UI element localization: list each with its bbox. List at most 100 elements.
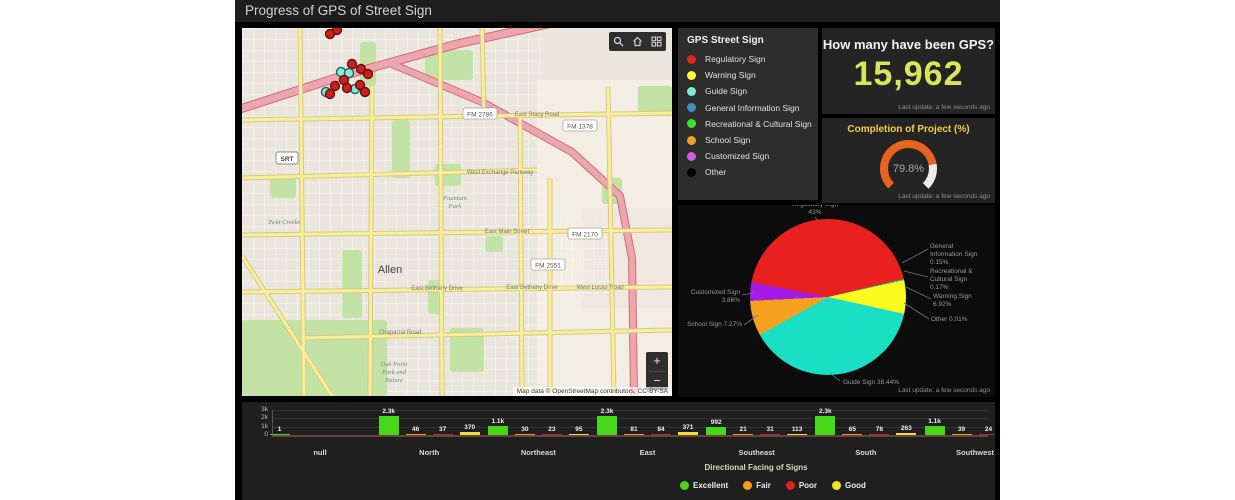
y-axis-tick: 0: [264, 431, 268, 438]
bar[interactable]: [924, 426, 945, 435]
y-axis-tick: 1k: [261, 422, 268, 430]
bar[interactable]: [541, 434, 562, 435]
bar-slot: 113: [787, 410, 808, 435]
bar-slot: 1.1k: [487, 410, 508, 435]
map-road: [438, 28, 444, 396]
place-label: Fountain: [442, 195, 467, 202]
gauge-hole: [888, 148, 929, 189]
map-marker[interactable]: [354, 79, 366, 91]
bar-slot: 2.3k: [815, 408, 836, 435]
y-axis-tick: 2k: [261, 414, 268, 422]
basemap-icon[interactable]: [647, 32, 666, 51]
bar[interactable]: [568, 434, 589, 435]
map-road: [242, 28, 547, 113]
legend-swatch: [687, 54, 696, 64]
search-icon[interactable]: [609, 32, 628, 51]
bar[interactable]: [896, 433, 917, 435]
pie-chart[interactable]: [750, 219, 906, 375]
bar-slot: 24: [978, 410, 995, 435]
map-marker[interactable]: [346, 58, 358, 70]
bar-value-label: 65: [848, 426, 856, 433]
map-park: [342, 250, 362, 318]
bar-slot: 263: [896, 410, 917, 435]
map-road: [242, 285, 672, 294]
legend-label: Guide Sign: [705, 86, 748, 97]
map-legend-panel: GPS Street Sign Regulatory Sign Warning S…: [678, 28, 818, 200]
map-marker[interactable]: [343, 67, 355, 79]
bar[interactable]: [651, 434, 671, 435]
legend-label: Customized Sign: [705, 151, 770, 162]
map-zoom-control: + −: [646, 352, 668, 390]
zoom-in-button[interactable]: +: [646, 352, 668, 371]
bar[interactable]: [760, 434, 781, 435]
bar[interactable]: [678, 432, 698, 435]
bar[interactable]: [978, 434, 995, 435]
bar-value-label: 21: [739, 426, 747, 433]
pie-slice-label: School Sign 7.27%: [687, 321, 742, 328]
bar[interactable]: [487, 426, 508, 435]
map-canvas[interactable]: FM 2786 FM 1378 FM 2170 FM 2551 SRT East Stac…: [242, 28, 672, 396]
road-label: East Stacy Road: [515, 112, 560, 118]
zoom-out-button[interactable]: −: [646, 372, 668, 391]
bar[interactable]: [514, 434, 535, 435]
map-marker[interactable]: [341, 82, 353, 94]
bar[interactable]: [951, 434, 972, 435]
bar-group: 1: [266, 410, 374, 435]
pie-slice-label: General Information Sign 0.15%: [930, 243, 978, 266]
bar[interactable]: [378, 416, 399, 435]
home-icon[interactable]: [628, 32, 647, 51]
bar[interactable]: [459, 432, 480, 435]
bar-category-label: Northeast: [520, 448, 556, 457]
highway-shield: SRT: [275, 151, 299, 165]
bar[interactable]: [706, 427, 727, 435]
bar[interactable]: [624, 434, 644, 435]
bar-value-label: 2.3k: [819, 408, 832, 415]
svg-text:FM 2786: FM 2786: [467, 112, 493, 119]
pie-slice-label: Regulatory Sign43%: [792, 205, 838, 216]
legend-label: Other: [705, 167, 727, 178]
bar-legend-item: Good: [832, 481, 866, 490]
bar[interactable]: [815, 416, 836, 435]
legend-swatch: [687, 103, 696, 113]
bar-slot: 1: [269, 410, 290, 435]
bar[interactable]: [869, 434, 890, 435]
bar-value-label: 95: [575, 426, 583, 433]
bar[interactable]: [269, 434, 290, 435]
map-road: [242, 168, 538, 180]
bar-slot: 1.1k: [924, 410, 945, 435]
bar[interactable]: [842, 434, 863, 435]
bar-value-label: 2.3k: [600, 408, 614, 415]
legend-title: GPS Street Sign: [687, 35, 764, 46]
bar-slot: 81: [624, 410, 644, 435]
bar-value-label: 263: [900, 425, 912, 432]
map-marker[interactable]: [355, 63, 367, 75]
bar-legend: Excellent Fair Poor Good: [680, 481, 866, 490]
legend-item: Customized Sign: [687, 148, 809, 164]
legend-swatch: [687, 167, 696, 177]
map-marker[interactable]: [324, 88, 336, 100]
bar-legend-label: Poor: [798, 481, 818, 490]
svg-text:FM 1378: FM 1378: [567, 124, 593, 131]
bar[interactable]: [405, 434, 426, 435]
gridline: [272, 418, 988, 420]
map-panel[interactable]: FM 2786 FM 1378 FM 2170 FM 2551 SRT East Stac…: [242, 28, 672, 396]
map-marker[interactable]: [362, 68, 374, 80]
bar[interactable]: [597, 416, 617, 435]
gridline: [272, 426, 988, 428]
bar[interactable]: [787, 434, 808, 435]
svg-text:SRT: SRT: [281, 156, 294, 163]
bar[interactable]: [733, 434, 754, 435]
gauge: 79.8%: [880, 140, 937, 197]
bar-slot: [297, 410, 317, 435]
bar[interactable]: [432, 434, 453, 435]
map-marker[interactable]: [359, 86, 371, 98]
bar-value-label: 992: [710, 419, 722, 426]
legend-swatch: [687, 135, 696, 145]
bar-value-label: 24: [984, 426, 993, 433]
bar-slot: 84: [651, 410, 671, 435]
bar-value-label: 84: [657, 426, 665, 433]
map-marker[interactable]: [329, 80, 341, 92]
map-marker[interactable]: [331, 28, 343, 36]
place-label: Oak Point: [381, 361, 408, 368]
map-road: [518, 112, 524, 396]
